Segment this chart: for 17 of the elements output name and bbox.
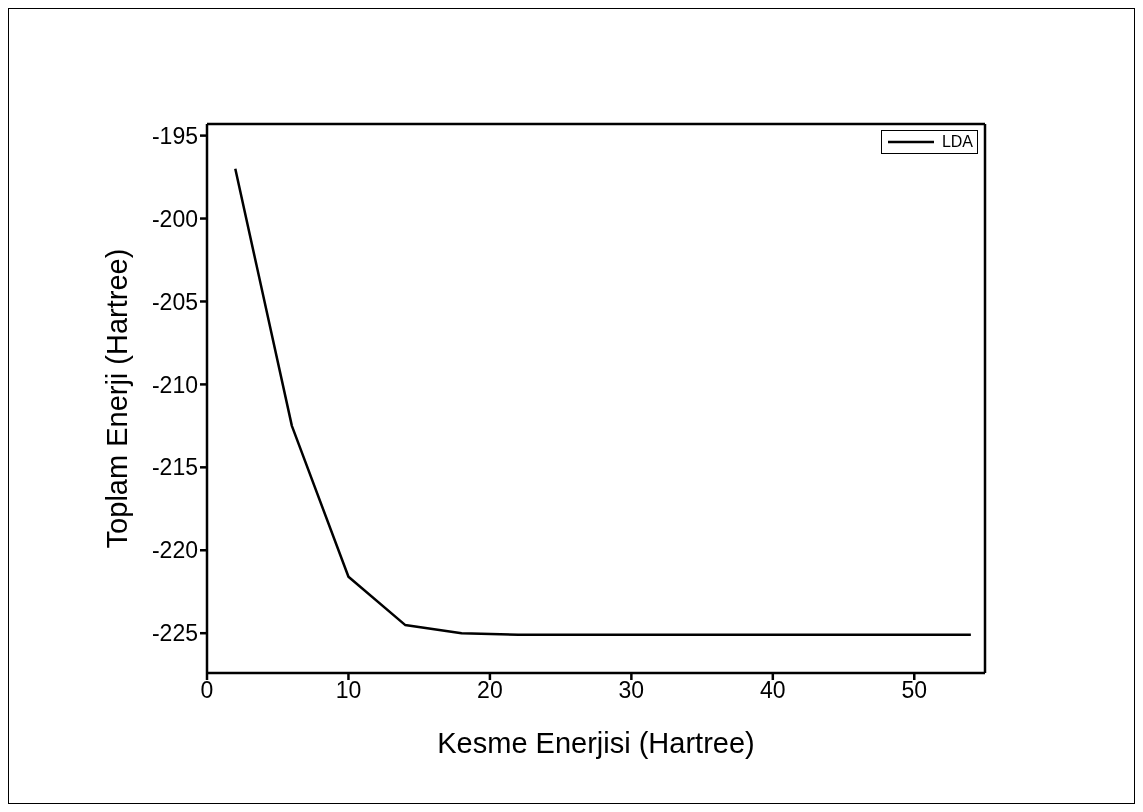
x-tick-label: 40 (760, 677, 786, 704)
x-tick-label: 50 (901, 677, 928, 704)
y-tick-label: -205 (151, 288, 198, 315)
x-tick-label: 0 (200, 677, 214, 704)
y-tick-label: -200 (151, 205, 198, 232)
x-axis-title: Kesme Enerjisi (Hartree) (437, 727, 755, 759)
y-tick-label: -215 (151, 454, 198, 481)
y-tick-label: -195 (151, 122, 198, 149)
x-tick-label: 20 (477, 677, 503, 704)
x-tick-label: 10 (335, 677, 362, 704)
line-series (234, 167, 973, 637)
y-tick-label: -220 (151, 537, 198, 564)
legend-label: LDA (941, 133, 973, 151)
x-tick-label: 30 (618, 677, 645, 704)
y-tick-label: -210 (151, 371, 198, 398)
y-axis-title: Toplam Enerji (Hartree) (101, 248, 134, 549)
y-tick-label: -225 (151, 620, 198, 647)
